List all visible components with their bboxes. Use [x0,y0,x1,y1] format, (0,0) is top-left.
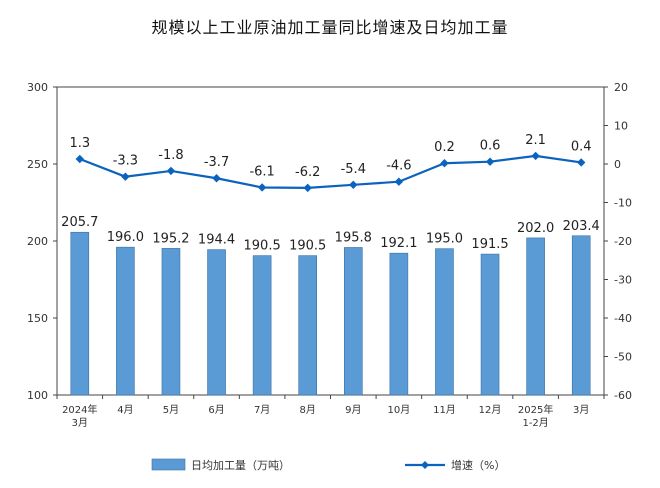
legend-bar-label: 日均加工量（万吨） [191,459,290,472]
right-axis-tick-label: -50 [614,351,632,364]
bar [435,248,454,396]
x-axis-category-label: 3月 [72,417,88,429]
line-point [257,183,267,192]
line-data-label: 0.2 [434,140,455,155]
x-axis-category-label: 7月 [254,404,270,416]
line-data-label: -5.4 [341,162,366,177]
legend-bar-swatch [151,458,186,471]
right-axis-tick-label: 0 [614,158,621,171]
line-point [394,177,404,186]
x-axis-category-label: 11月 [433,404,456,416]
line-data-label: -4.6 [386,159,411,174]
left-axis-tick-label: 150 [27,312,48,325]
left-axis-tick-label: 250 [27,158,48,171]
x-axis-category-label: 5月 [163,404,179,416]
bar-data-label: 194.4 [198,233,235,248]
bar [252,255,272,396]
x-axis-category-label: 4月 [117,404,133,416]
legend-line-marker [421,461,429,469]
line-data-label: -1.8 [158,148,183,163]
x-axis-category-label: 9月 [345,404,361,416]
bar-data-label: 196.0 [107,230,144,245]
growth-line [79,154,582,189]
line-point [485,157,495,166]
line-data-label: 2.1 [525,133,546,148]
x-axis-category-label: 3月 [573,404,589,416]
bar-data-label: 190.5 [244,239,281,254]
bar-data-label: 192.1 [380,236,417,251]
line-point [349,180,358,189]
bar-data-label: 190.5 [289,239,326,254]
line-point [75,154,84,164]
line-data-label: -6.2 [295,165,320,180]
line-data-label: -6.1 [249,164,274,179]
bar [298,255,318,396]
right-axis-tick-label: -30 [614,274,632,287]
line-data-label: 0.4 [571,139,592,154]
right-axis-tick-label: 10 [614,120,628,133]
bar-data-label: 195.2 [152,231,189,246]
left-axis-tick-label: 200 [27,235,48,248]
bar [480,253,500,396]
right-axis-tick-label: -10 [614,197,632,210]
bar-data-label: 191.5 [471,237,508,252]
x-axis-category-label: 12月 [479,404,502,416]
legend-line-label: 增速（%） [451,458,505,472]
x-axis-category-label: 8月 [300,404,316,416]
line-point [577,158,586,167]
bar [116,246,135,396]
x-axis-category-label: 2025年 [518,403,553,416]
line-data-label: 0.6 [480,139,501,154]
x-axis-category-label: 10月 [388,404,411,416]
chart-title: 规模以上工业原油加工量同比增速及日均加工量 [151,18,509,37]
bar-data-label: 203.4 [563,219,600,234]
line-data-label: -3.3 [113,154,138,169]
line-point [440,159,449,168]
right-axis-tick-label: -60 [614,389,632,402]
bar [526,237,545,396]
bar-data-label: 195.0 [426,232,463,247]
x-axis-category-label: 2024年 [62,403,97,416]
bar-data-label: 205.7 [61,215,98,230]
right-axis-tick-label: 20 [614,81,628,94]
bar [207,249,226,396]
x-axis-category-label: 1-2月 [522,417,548,429]
bar [70,231,90,396]
line-point [303,183,312,193]
x-axis-category-label: 6月 [208,404,224,416]
line-point [212,174,221,183]
line-data-label: 1.3 [69,136,90,151]
left-axis-tick-label: 300 [27,81,48,94]
line-point [121,172,130,181]
bar [343,247,363,396]
bar [571,235,591,396]
bar-data-label: 202.0 [517,221,554,236]
bar-data-label: 195.8 [335,230,372,245]
right-axis-tick-label: -40 [614,312,632,325]
line-point [531,151,540,161]
bar [161,248,181,396]
bar [389,252,409,396]
right-axis-tick-label: -20 [614,235,632,248]
line-data-label: -3.7 [204,155,229,170]
line-point [166,166,176,176]
left-axis-tick-label: 100 [27,389,48,402]
